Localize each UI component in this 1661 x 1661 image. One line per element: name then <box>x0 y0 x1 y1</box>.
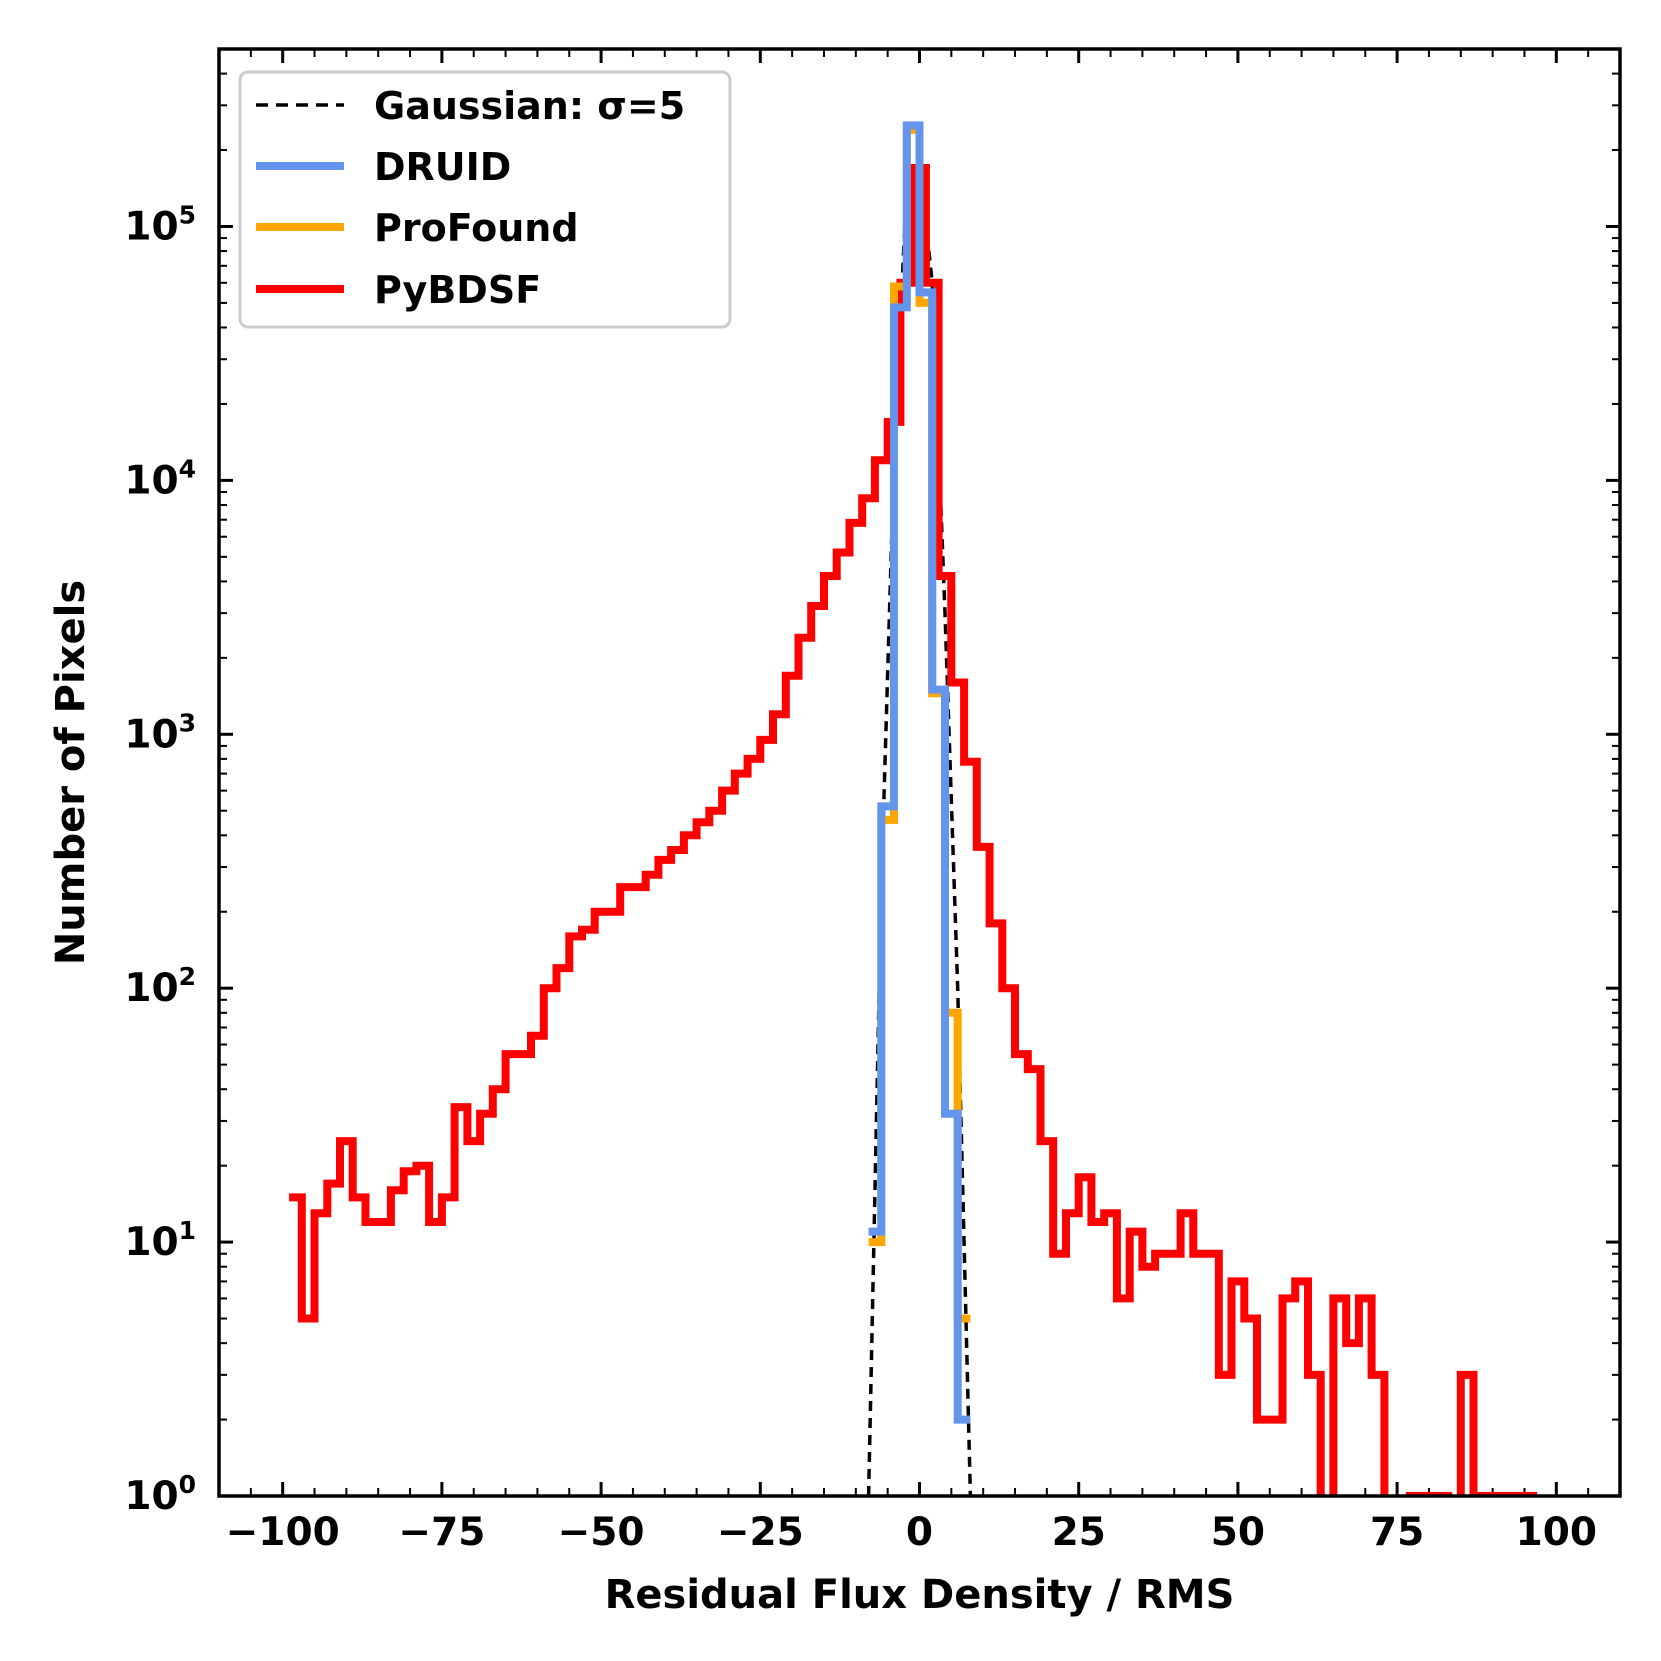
x-tick-label: −25 <box>717 1510 804 1555</box>
series-gaussian-line <box>866 156 973 1496</box>
y-tick-label: 102 <box>124 962 196 1011</box>
legend-label-druid: DRUID <box>374 145 511 189</box>
y-axis-label: Number of Pixels <box>48 580 94 965</box>
legend-box <box>238 70 732 329</box>
y-tick-label: 104 <box>124 454 196 503</box>
y-tick-label: 100 <box>124 1470 196 1519</box>
x-tick-label: 25 <box>1052 1510 1106 1555</box>
x-tick-label: −50 <box>558 1510 645 1555</box>
y-tick-label: 105 <box>124 200 196 249</box>
x-tick-label: −100 <box>226 1510 340 1555</box>
series-druid-step <box>868 121 971 1424</box>
legend-label-profound: ProFound <box>374 206 579 250</box>
legend-label-pybdsf: PyBDSF <box>374 268 541 312</box>
legend: Gaussian: σ=5 DRUID ProFound PyBDSF <box>238 70 732 329</box>
legend-label-gaussian: Gaussian: σ=5 <box>374 84 685 128</box>
x-tick-label: 100 <box>1516 1510 1597 1555</box>
x-tick-label: 75 <box>1370 1510 1424 1555</box>
x-tick-label: −75 <box>398 1510 485 1555</box>
y-tick-label: 101 <box>124 1216 196 1265</box>
plot-frame <box>217 47 1622 1498</box>
x-tick-label: 0 <box>906 1510 933 1555</box>
x-axis-label: Residual Flux Density / RMS <box>605 1572 1235 1618</box>
x-tick-label: 50 <box>1211 1510 1265 1555</box>
y-tick-label: 103 <box>124 708 196 757</box>
